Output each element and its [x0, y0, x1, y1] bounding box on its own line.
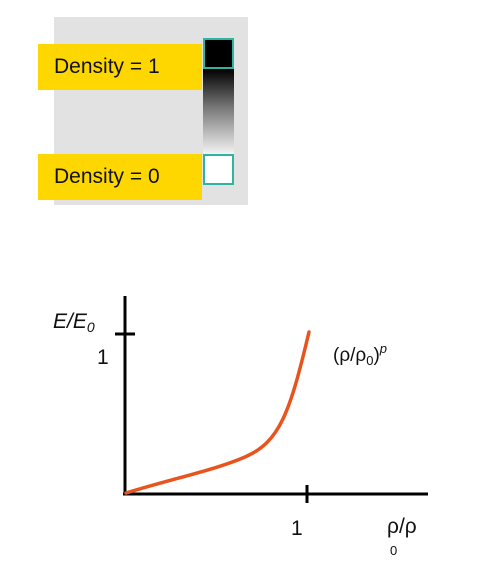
y-axis-label: E/E0	[53, 310, 95, 335]
density-one-swatch	[203, 38, 234, 69]
density-gradient-bar	[203, 69, 234, 154]
x-tick-label: 1	[291, 517, 303, 540]
x-axis-label: ρ/ρ	[387, 515, 417, 538]
density-zero-label: Density = 0	[38, 154, 202, 200]
curve-label: (ρ/ρ0)p	[333, 341, 387, 368]
density-zero-swatch	[203, 154, 234, 185]
x-axis-label-subscript: 0	[390, 543, 397, 558]
stiffness-curve	[124, 330, 311, 495]
y-tick-label: 1	[97, 346, 109, 369]
density-one-label: Density = 1	[38, 44, 202, 90]
